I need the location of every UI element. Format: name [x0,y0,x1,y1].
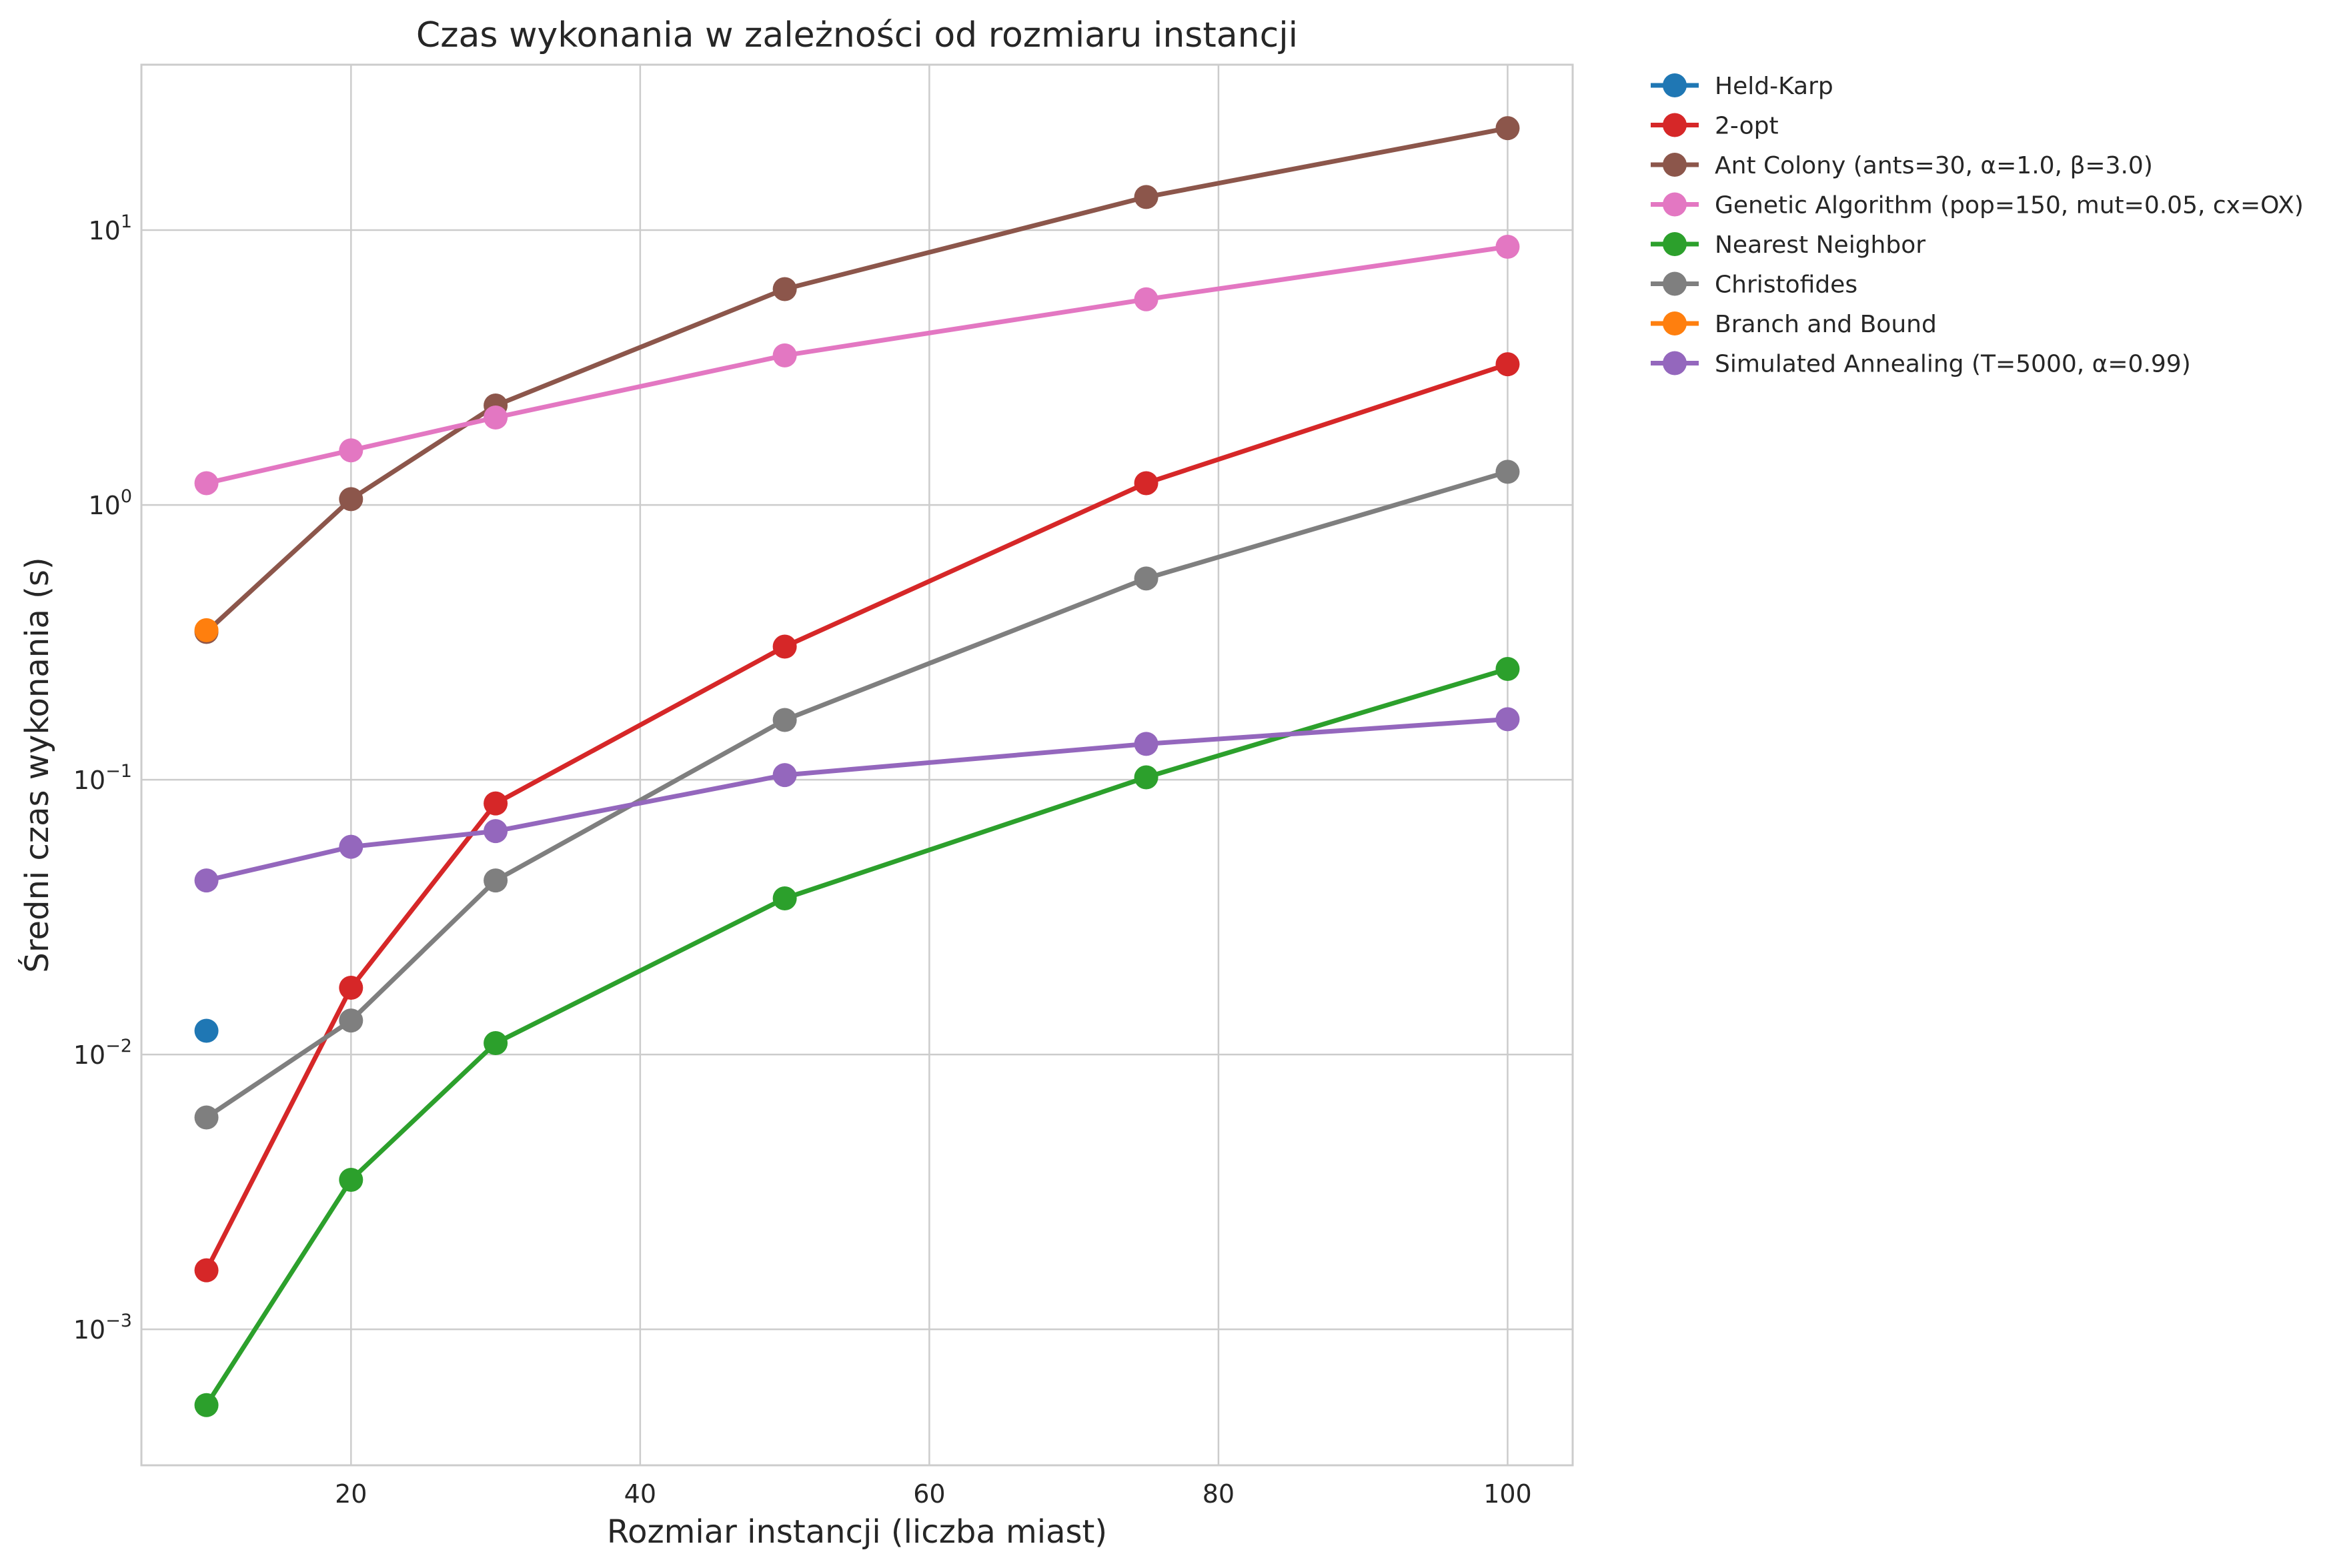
series-line-simulated-annealing-t-5000-0-99 [204,716,1510,883]
data-point-simulated-annealing-t-5000-0-99 [194,868,219,893]
legend-label: 2-opt [1715,113,1779,140]
legend-marker [1663,113,1687,137]
legend-label: Branch and Bound [1715,311,1937,338]
legend-marker [1663,232,1687,256]
legend-entry: Branch and Bound [1651,311,1937,338]
legend-entry: Christofides [1651,271,1857,299]
chart-title: Czas wykonania w zależności od rozmiaru … [416,15,1298,55]
legend-marker [1663,192,1687,217]
data-point-2-opt [339,975,363,1000]
legend-marker [1663,271,1687,296]
y-tick-label: 10−2 [73,1036,132,1070]
data-point-genetic-algorithm-pop-150-mut-0-05-cx-ox [194,471,219,496]
y-tick-label: 100 [88,486,132,520]
data-point-genetic-algorithm-pop-150-mut-0-05-cx-ox [484,406,508,430]
data-point-simulated-annealing-t-5000-0-99 [1134,732,1158,756]
series-line-christofides [204,469,1510,1120]
series-simulated-annealing-t-5000-0-99 [194,707,1520,893]
legend-entry: 2-opt [1651,113,1779,140]
data-point-christofides [484,868,508,893]
data-point-ant-colony-ants-30-1-0-3-0 [772,277,797,301]
y-tick-label: 10−3 [73,1311,132,1345]
data-point-simulated-annealing-t-5000-0-99 [484,819,508,844]
series-line-nearest-neighbor [204,666,1510,1408]
data-point-branch-and-bound [194,618,219,642]
legend-marker [1663,351,1687,375]
data-point-christofides [1134,566,1158,591]
data-point-christofides [772,708,797,732]
series-layer [194,116,1520,1417]
y-axis-ticks: 10−3 10−2 10−1 100 101 [73,211,132,1345]
data-point-ant-colony-ants-30-1-0-3-0 [339,487,363,512]
data-point-genetic-algorithm-pop-150-mut-0-05-cx-ox [339,438,363,463]
x-tick-label: 20 [335,1479,367,1509]
legend-label: Ant Colony (ants=30, α=1.0, β=3.0) [1715,152,2153,179]
grid [141,65,1573,1465]
data-point-nearest-neighbor [339,1167,363,1192]
plot-frame [140,63,1574,1467]
data-point-held-karp [194,1018,219,1043]
data-point-2-opt [194,1258,219,1283]
legend-marker [1663,311,1687,335]
y-axis-title: Średni czas wykonania (s) [18,557,56,972]
data-point-christofides [194,1105,219,1130]
legend-marker [1663,73,1687,97]
data-point-nearest-neighbor [1495,656,1520,681]
data-point-simulated-annealing-t-5000-0-99 [772,763,797,788]
data-point-2-opt [484,791,508,816]
legend-label: Genetic Algorithm (pop=150, mut=0.05, cx… [1715,192,2304,219]
data-point-nearest-neighbor [772,886,797,910]
x-axis-title: Rozmiar instancji (liczba miast) [607,1513,1107,1551]
series-held-karp [194,1018,219,1043]
legend-label: Christofides [1715,271,1857,299]
series-nearest-neighbor [194,656,1520,1417]
data-point-2-opt [1134,471,1158,496]
legend-marker [1663,153,1687,177]
series-christofides [194,460,1520,1130]
data-point-christofides [339,1008,363,1033]
legend: Held-Karp 2-opt Ant Colony (ants=30, α=1.0… [1651,73,2304,378]
data-point-nearest-neighbor [194,1393,219,1417]
series-branch-and-bound [194,618,219,642]
legend-label: Nearest Neighbor [1715,231,1925,259]
legend-entry: Simulated Annealing (T=5000, α=0.99) [1651,351,2191,378]
legend-label: Simulated Annealing (T=5000, α=0.99) [1715,351,2191,378]
data-point-nearest-neighbor [1134,765,1158,790]
data-point-genetic-algorithm-pop-150-mut-0-05-cx-ox [772,343,797,367]
x-tick-label: 60 [913,1479,945,1509]
data-point-simulated-annealing-t-5000-0-99 [339,834,363,859]
data-point-genetic-algorithm-pop-150-mut-0-05-cx-ox [1495,234,1520,259]
data-point-nearest-neighbor [484,1031,508,1056]
y-tick-label: 10−1 [73,761,132,795]
data-point-2-opt [772,634,797,659]
data-point-ant-colony-ants-30-1-0-3-0 [1495,116,1520,141]
x-tick-label: 100 [1483,1479,1532,1509]
legend-entry: Ant Colony (ants=30, α=1.0, β=3.0) [1651,152,2153,179]
data-point-genetic-algorithm-pop-150-mut-0-05-cx-ox [1134,287,1158,311]
x-tick-label: 40 [624,1479,656,1509]
legend-entry: Nearest Neighbor [1651,231,1925,259]
series-line-ant-colony-ants-30-1-0-3-0 [204,125,1510,634]
legend-entry: Genetic Algorithm (pop=150, mut=0.05, cx… [1651,192,2304,219]
data-point-simulated-annealing-t-5000-0-99 [1495,707,1520,732]
legend-label: Held-Karp [1715,73,1833,100]
x-axis-ticks: 20 40 60 80 100 [335,1479,1532,1509]
legend-entry: Held-Karp [1651,73,1833,100]
y-tick-label: 101 [88,211,132,245]
series-genetic-algorithm-pop-150-mut-0-05-cx-ox [194,234,1520,496]
data-point-ant-colony-ants-30-1-0-3-0 [1134,185,1158,209]
data-point-christofides [1495,460,1520,484]
x-tick-label: 80 [1203,1479,1235,1509]
data-point-2-opt [1495,352,1520,377]
series-line-genetic-algorithm-pop-150-mut-0-05-cx-ox [204,244,1510,486]
